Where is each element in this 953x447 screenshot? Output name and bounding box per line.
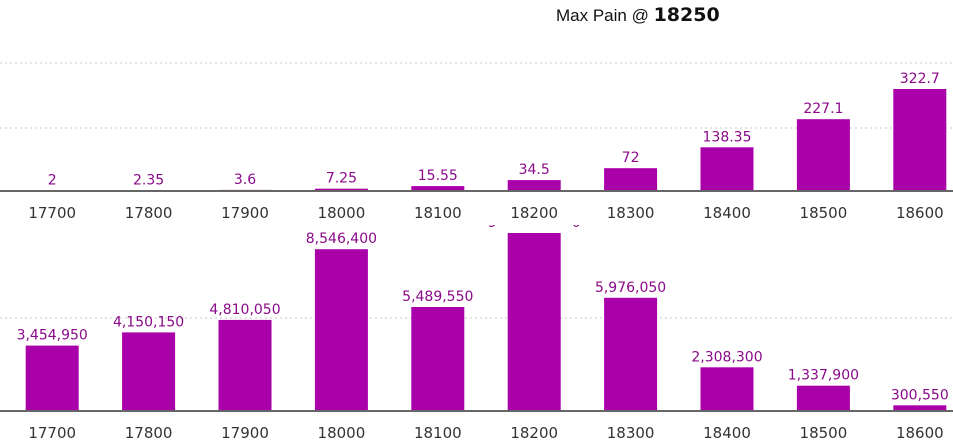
data-label-tail: 0 — [572, 225, 581, 231]
bar-18300 — [604, 168, 658, 191]
data-label: 8,546,400 — [306, 231, 377, 247]
x-tick-label: 17900 — [221, 204, 269, 222]
data-label: 2 — [48, 172, 57, 188]
x-tick-label: 17800 — [125, 204, 173, 222]
bar-18300 — [604, 297, 658, 411]
data-label: 3.6 — [234, 172, 256, 188]
max-pain-title: Max Pain @ 18250 — [0, 0, 953, 30]
x-tick-label: 17700 — [28, 204, 76, 222]
x-tick-label: 18300 — [607, 424, 655, 442]
x-tick-label: 18000 — [318, 204, 366, 222]
data-label: 4,150,150 — [113, 314, 184, 330]
data-label: 9 — [488, 225, 497, 231]
data-label: 2,308,300 — [691, 349, 762, 365]
x-tick-label: 17700 — [28, 424, 76, 442]
data-label: 3,454,950 — [17, 328, 88, 344]
x-tick-label: 18300 — [607, 204, 655, 222]
x-tick-label: 18400 — [703, 204, 751, 222]
x-tick-label: 18500 — [800, 424, 848, 442]
data-label: 1,337,900 — [788, 368, 859, 384]
data-label: 5,976,050 — [595, 280, 666, 296]
data-label: 5,489,550 — [402, 289, 473, 305]
bar-18200 — [507, 180, 561, 191]
bar-18000 — [314, 188, 368, 191]
data-label: 138.35 — [703, 129, 752, 145]
data-label: 34.5 — [519, 162, 550, 178]
x-tick-label: 18400 — [703, 424, 751, 442]
data-label: 322.7 — [900, 71, 940, 87]
x-tick-label: 18100 — [414, 204, 462, 222]
bar-17700 — [25, 345, 79, 411]
bar-17800 — [122, 332, 176, 411]
bar-18600 — [893, 405, 947, 411]
bar-18400 — [700, 367, 754, 411]
data-label: 227.1 — [803, 101, 843, 117]
bar-18400 — [700, 147, 754, 191]
bar-18200 — [507, 233, 561, 411]
data-label: 7.25 — [326, 171, 357, 187]
x-tick-label: 18600 — [896, 424, 944, 442]
data-label: 4,810,050 — [209, 302, 280, 318]
data-label: 2.35 — [133, 172, 164, 188]
x-tick-label: 17800 — [125, 424, 173, 442]
max-pain-value: 18250 — [653, 4, 720, 26]
bar-18600 — [893, 89, 947, 191]
bar-18500 — [796, 119, 850, 191]
x-tick-label: 18600 — [896, 204, 944, 222]
x-tick-label: 18100 — [414, 424, 462, 442]
data-label: 72 — [622, 150, 640, 166]
premium-bar-chart: 2 17700 2.35 17800 3.6 17900 7.25 18000 15.55 181… — [0, 62, 953, 222]
bar-18100 — [411, 307, 465, 411]
x-tick-label: 18200 — [510, 424, 558, 442]
bar-18500 — [796, 385, 850, 411]
bar-18100 — [411, 186, 465, 191]
x-tick-label: 18000 — [318, 424, 366, 442]
data-label: 15.55 — [418, 168, 458, 184]
x-tick-label: 18500 — [800, 204, 848, 222]
max-pain-label: Max Pain @ — [556, 6, 654, 25]
bar-18000 — [314, 249, 368, 411]
data-label: 300,550 — [891, 387, 949, 403]
x-tick-label: 18200 — [510, 204, 558, 222]
bar-17900 — [218, 319, 272, 411]
open-interest-bar-chart: 3,454,950 17700 4,150,150 17800 4,810,050 179… — [0, 225, 953, 442]
x-tick-label: 17900 — [221, 424, 269, 442]
